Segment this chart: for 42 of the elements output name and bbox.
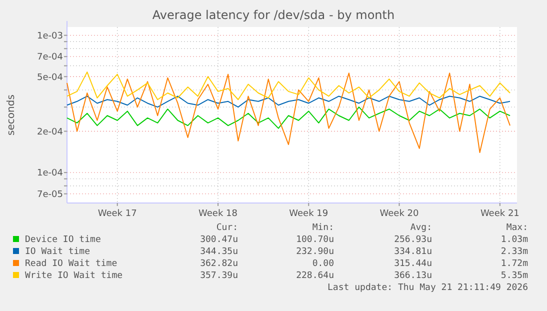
text: 366.13u bbox=[394, 271, 432, 281]
x-tick-label: Week 20 bbox=[380, 209, 419, 219]
x-tick-label: Week 21 bbox=[480, 209, 520, 219]
text: Max: bbox=[506, 223, 528, 233]
x-tick-label: Week 19 bbox=[289, 209, 328, 219]
text: 256.93u bbox=[394, 235, 432, 245]
text: Min: bbox=[312, 223, 334, 233]
x-tick-label: Week 18 bbox=[198, 209, 238, 219]
line-series bbox=[66, 72, 510, 100]
y-axis-title: seconds bbox=[6, 94, 17, 136]
legend-label: Device IO time bbox=[25, 235, 101, 245]
text: 344.35u bbox=[200, 247, 238, 257]
text: 2.33m bbox=[500, 247, 528, 257]
text: 334.81u bbox=[394, 247, 432, 257]
text: 1.72m bbox=[500, 259, 528, 269]
text: 1.03m bbox=[500, 235, 528, 245]
x-tick-label: Week 17 bbox=[98, 209, 137, 219]
y-tick-label: 1e-03 bbox=[37, 31, 63, 42]
y-tick-label: 1e-04 bbox=[37, 168, 64, 179]
text: Last update: Thu May 21 21:11:49 2026 bbox=[328, 283, 528, 293]
text: 362.82u bbox=[200, 259, 238, 269]
text: 100.70u bbox=[296, 235, 334, 245]
y-tick-label: 2e-04 bbox=[37, 127, 64, 138]
legend-label: IO Wait time bbox=[25, 247, 90, 257]
text: Cur: bbox=[216, 223, 238, 233]
chart-title: Average latency for /dev/sda - by month bbox=[152, 8, 395, 22]
legend-label: Write IO Wait time bbox=[25, 271, 123, 281]
line-series bbox=[66, 96, 510, 108]
text: 357.39u bbox=[200, 271, 238, 281]
text: 315.44u bbox=[394, 259, 432, 269]
text: 300.47u bbox=[200, 235, 238, 245]
text: 5.35m bbox=[500, 271, 528, 281]
text: 232.90u bbox=[296, 247, 334, 257]
line-series bbox=[66, 106, 510, 129]
y-tick-label: 5e-04 bbox=[37, 72, 64, 83]
text: 228.64u bbox=[296, 271, 334, 281]
legend-label: Read IO Wait time bbox=[25, 259, 118, 269]
text: 0.00 bbox=[312, 259, 334, 269]
text: Avg: bbox=[410, 223, 432, 233]
line-series bbox=[66, 72, 510, 154]
y-tick-label: 7e-05 bbox=[37, 190, 63, 200]
y-tick-label: 7e-04 bbox=[37, 52, 64, 63]
